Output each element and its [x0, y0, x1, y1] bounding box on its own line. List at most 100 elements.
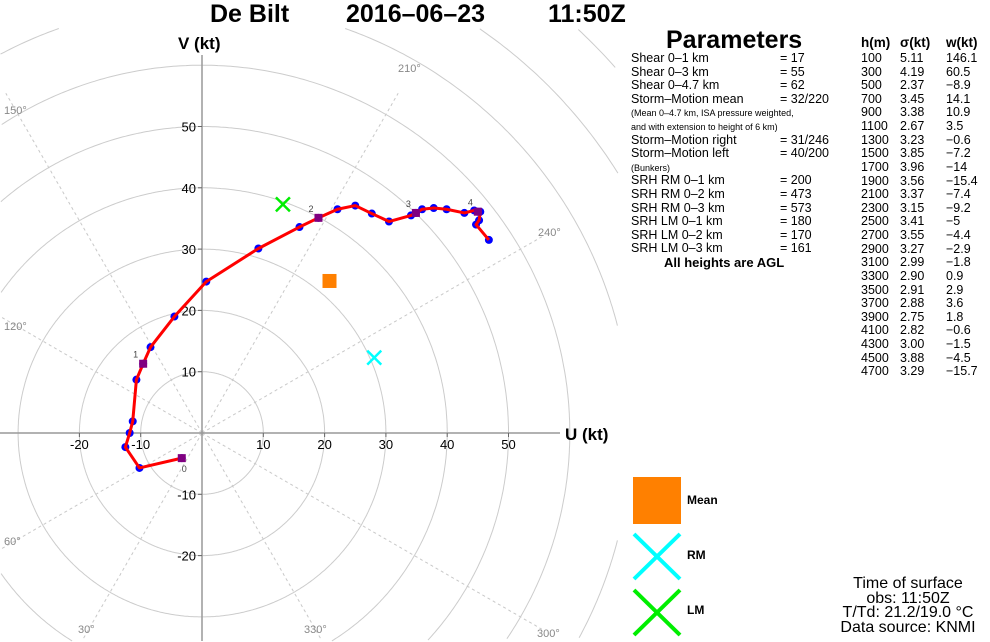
y-tick-label: 50: [182, 120, 196, 135]
table-cell: 3.45: [900, 91, 925, 106]
parameter-value: = 200: [780, 173, 812, 188]
y-axis-label: V (kt): [178, 34, 221, 53]
table-cell: 900: [861, 105, 882, 120]
km-marker: [139, 359, 148, 368]
table-cell: −9.2: [946, 200, 971, 215]
table-cell: 3500: [861, 282, 889, 297]
legend-lm-label: LM: [687, 603, 705, 617]
km-marker-label: 0: [182, 464, 187, 474]
table-cell: 3700: [861, 296, 889, 311]
direction-radial: [0, 316, 203, 434]
hodograph-line: [123, 204, 491, 470]
table-cell: 4300: [861, 337, 889, 352]
y-tick-label: -20: [177, 549, 196, 564]
direction-radial: [0, 432, 203, 550]
table-cell: 3.00: [900, 337, 925, 352]
table-cell: 500: [861, 78, 882, 93]
direction-label: 30°: [78, 624, 95, 636]
table-cell: 2.37: [900, 78, 925, 93]
table-cell: 4100: [861, 323, 889, 338]
range-ring: [506, 433, 571, 639]
table-cell: 3300: [861, 268, 889, 283]
table-cell: 2900: [861, 241, 889, 256]
table-cell: 300: [861, 64, 882, 79]
parameter-value: = 161: [780, 241, 812, 256]
parameter-value: = 31/246: [780, 132, 830, 147]
parameter-value: = 573: [780, 200, 812, 215]
direction-radial: [81, 432, 203, 641]
footer-line-3: T/Td: 21.2/19.0 °C: [842, 604, 974, 621]
y-tick-label: 20: [182, 303, 196, 318]
table-cell: 3.38: [900, 105, 925, 120]
parameter-label: Storm–Motion left: [631, 146, 729, 161]
table-cell: −4.5: [946, 350, 971, 365]
x-tick-label: 50: [501, 437, 515, 452]
table-cell: 2.82: [900, 323, 925, 338]
footer-line-4: Data source: KNMI: [840, 618, 976, 636]
parameter-label: Storm–Motion right: [631, 132, 737, 147]
table-cell: 2100: [861, 187, 889, 202]
time-title: 11:50Z: [548, 0, 626, 28]
table-cell: 60.5: [946, 64, 971, 79]
parameter-label: Shear 0–1 km: [631, 51, 709, 65]
x-tick-label: -20: [70, 437, 89, 452]
table-cell: 2.90: [900, 268, 925, 283]
x-tick-label: 20: [317, 437, 331, 452]
direction-radial: [201, 92, 399, 434]
direction-radial: [201, 432, 323, 641]
parameter-label: SRH LM 0–2 km: [631, 227, 723, 242]
table-cell: 700: [861, 91, 882, 106]
y-tick-label: 30: [182, 242, 196, 257]
table-cell: 4.19: [900, 64, 925, 79]
cross-stroke: [275, 196, 291, 213]
table-cell: 3.15: [900, 200, 925, 215]
parameter-label: SRH RM 0–3 km: [631, 200, 725, 215]
range-ring: [1, 64, 571, 433]
table-cell: 0.9: [946, 268, 964, 283]
table-header: h(m): [861, 35, 891, 50]
range-ring: [0, 187, 448, 433]
surface-obs-info: Time of surface obs: 11:50Z T/Td: 21.2/1…: [826, 576, 990, 636]
table-cell: 1500: [861, 146, 889, 161]
parameters-footer: All heights are AGL: [664, 255, 785, 270]
y-tick-label: -10: [177, 487, 196, 502]
table-cell: −4.4: [946, 228, 971, 243]
table-cell: −5: [946, 214, 961, 229]
cross-stroke: [366, 349, 383, 366]
km-marker-label: 2: [308, 204, 313, 214]
table-cell: 14.1: [946, 91, 971, 106]
x-tick-label: -10: [131, 437, 150, 452]
km-marker: [411, 208, 420, 217]
parameter-value: = 40/200: [780, 146, 830, 161]
table-cell: 3.27: [900, 241, 925, 256]
range-ring: [577, 29, 616, 68]
parameter-label: SRH LM 0–3 km: [631, 241, 723, 256]
table-cell: 146.1: [946, 51, 978, 65]
parameters-heading: Parameters: [666, 26, 803, 54]
km-marker-label: 3: [406, 199, 411, 209]
km-marker: [473, 207, 482, 216]
table-cell: −15.4: [946, 173, 978, 188]
table-cell: 100: [861, 51, 882, 65]
table-cell: 2300: [861, 200, 889, 215]
direction-label: 120°: [4, 321, 27, 333]
range-ring: [0, 126, 509, 433]
direction-label: 150°: [4, 105, 27, 117]
direction-label: 210°: [398, 63, 421, 75]
storm-motion-mean-marker: [322, 273, 337, 288]
y-tick-label: 40: [182, 181, 196, 196]
parameter-label: Shear 0–4.7 km: [631, 78, 720, 93]
table-cell: 2700: [861, 228, 889, 243]
table-cell: 1.8: [946, 309, 964, 324]
x-tick-label: 30: [379, 437, 393, 452]
direction-label: 300°: [537, 628, 560, 640]
direction-label: 60°: [4, 536, 21, 548]
legend-mean-label: Mean: [687, 493, 718, 507]
km-marker-label: 1: [133, 350, 138, 360]
table-cell: 5.11: [900, 51, 924, 65]
km-marker: [314, 213, 323, 222]
table-cell: 1300: [861, 132, 889, 147]
range-ring: [427, 433, 509, 641]
table-cell: 2.9: [946, 282, 964, 297]
